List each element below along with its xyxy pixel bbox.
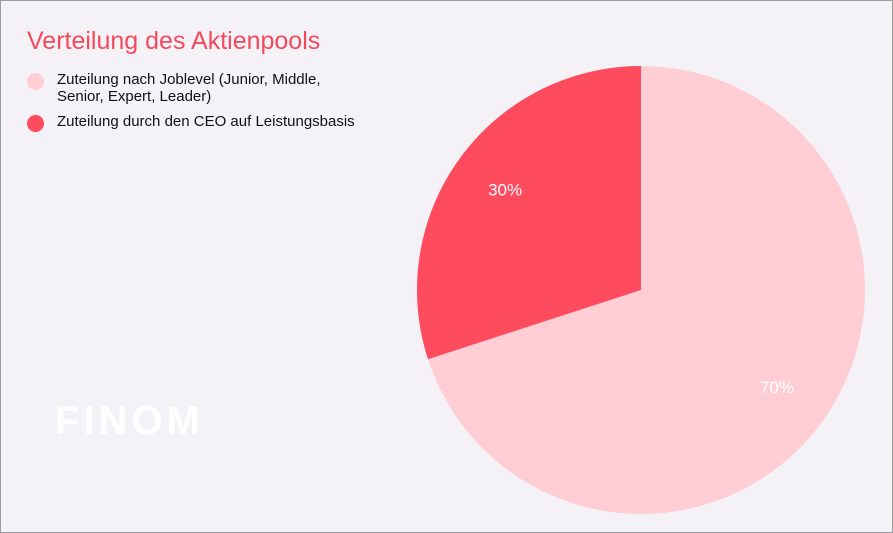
legend-label: Zuteilung nach Joblevel (Junior, Middle,… bbox=[57, 71, 321, 105]
legend-item: Zuteilung durch den CEO auf Leistungsbas… bbox=[27, 113, 357, 132]
value-label: 70% bbox=[760, 378, 794, 397]
legend-swatch bbox=[27, 73, 44, 90]
pie-slice bbox=[427, 66, 865, 514]
legend-swatch bbox=[27, 115, 44, 132]
legend-item: Zuteilung nach Joblevel (Junior, Middle,… bbox=[27, 71, 357, 105]
legend: Zuteilung nach Joblevel (Junior, Middle,… bbox=[27, 71, 367, 138]
brand-watermark: FINOM bbox=[55, 399, 204, 443]
pie-slice bbox=[417, 66, 641, 360]
value-label: 30% bbox=[488, 181, 522, 200]
chart-title: Verteilung des Aktienpools bbox=[27, 27, 321, 55]
legend-label: Zuteilung durch den CEO auf Leistungsbas… bbox=[57, 113, 355, 130]
